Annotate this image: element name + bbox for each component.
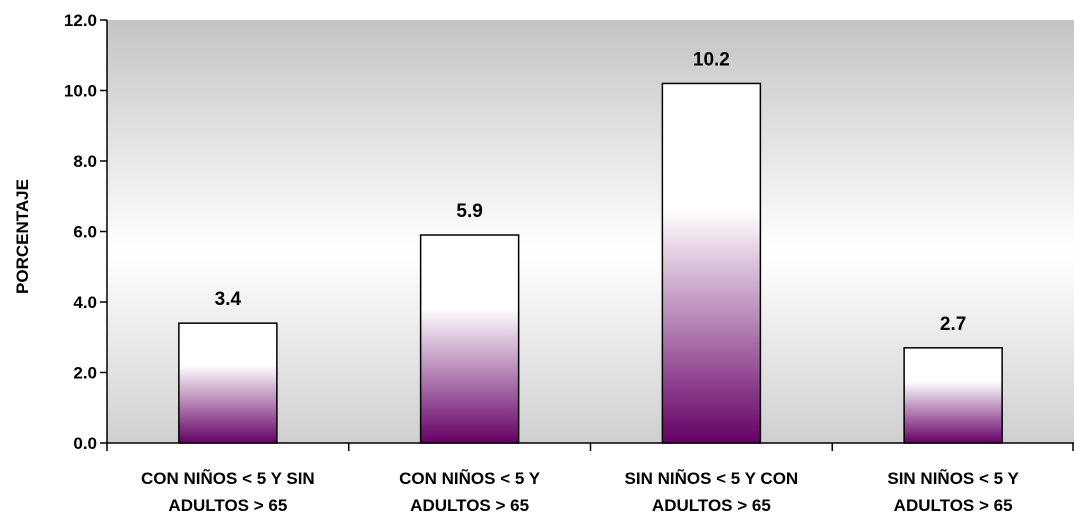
y-tick-label-3: 4.0 [73,293,97,312]
x-tick-label-2-line-1: CON NIÑOS < 5 Y [399,468,541,488]
labels-layer: 3.4 CON NIÑOS < 5 Y SIN ADULTOS > 65 5.9 CON… [13,11,1020,515]
y-axis-title: PORCENTAJE [13,179,32,294]
x-tick-label-3-line-2: ADULTOS > 65 [652,496,771,515]
y-tick-label-7: 12.0 [64,11,97,30]
x-tick-label-3-line-1: SIN NIÑOS < 5 Y CON [625,468,799,488]
y-tick-label-6: 10.0 [64,82,97,101]
y-tick-label-4: 6.0 [73,223,97,242]
x-tick-label-4-line-2: ADULTOS > 65 [894,496,1013,515]
data-label-3: 10.2 [693,49,730,70]
data-label-4: 2.7 [940,314,966,335]
x-tick-label-2-line-2: ADULTOS > 65 [410,496,529,515]
bar-4 [903,347,1003,444]
bars-layer [178,82,1003,444]
data-label-2: 5.9 [456,201,482,222]
y-tick-label-5: 8.0 [73,152,97,171]
bar-3 [661,82,762,444]
data-label-1: 3.4 [215,289,242,310]
bar-2 [419,234,520,444]
y-tick-label-2: 2.0 [73,364,97,383]
bar-1 [178,322,278,444]
x-tick-label-1-line-1: CON NIÑOS < 5 Y SIN [141,468,315,488]
x-tick-label-1-line-2: ADULTOS > 65 [168,496,287,515]
y-tick-label-1: 0.0 [73,434,97,453]
x-tick-label-4-line-1: SIN NIÑOS < 5 Y [887,468,1019,488]
axes-layer [100,19,1074,451]
